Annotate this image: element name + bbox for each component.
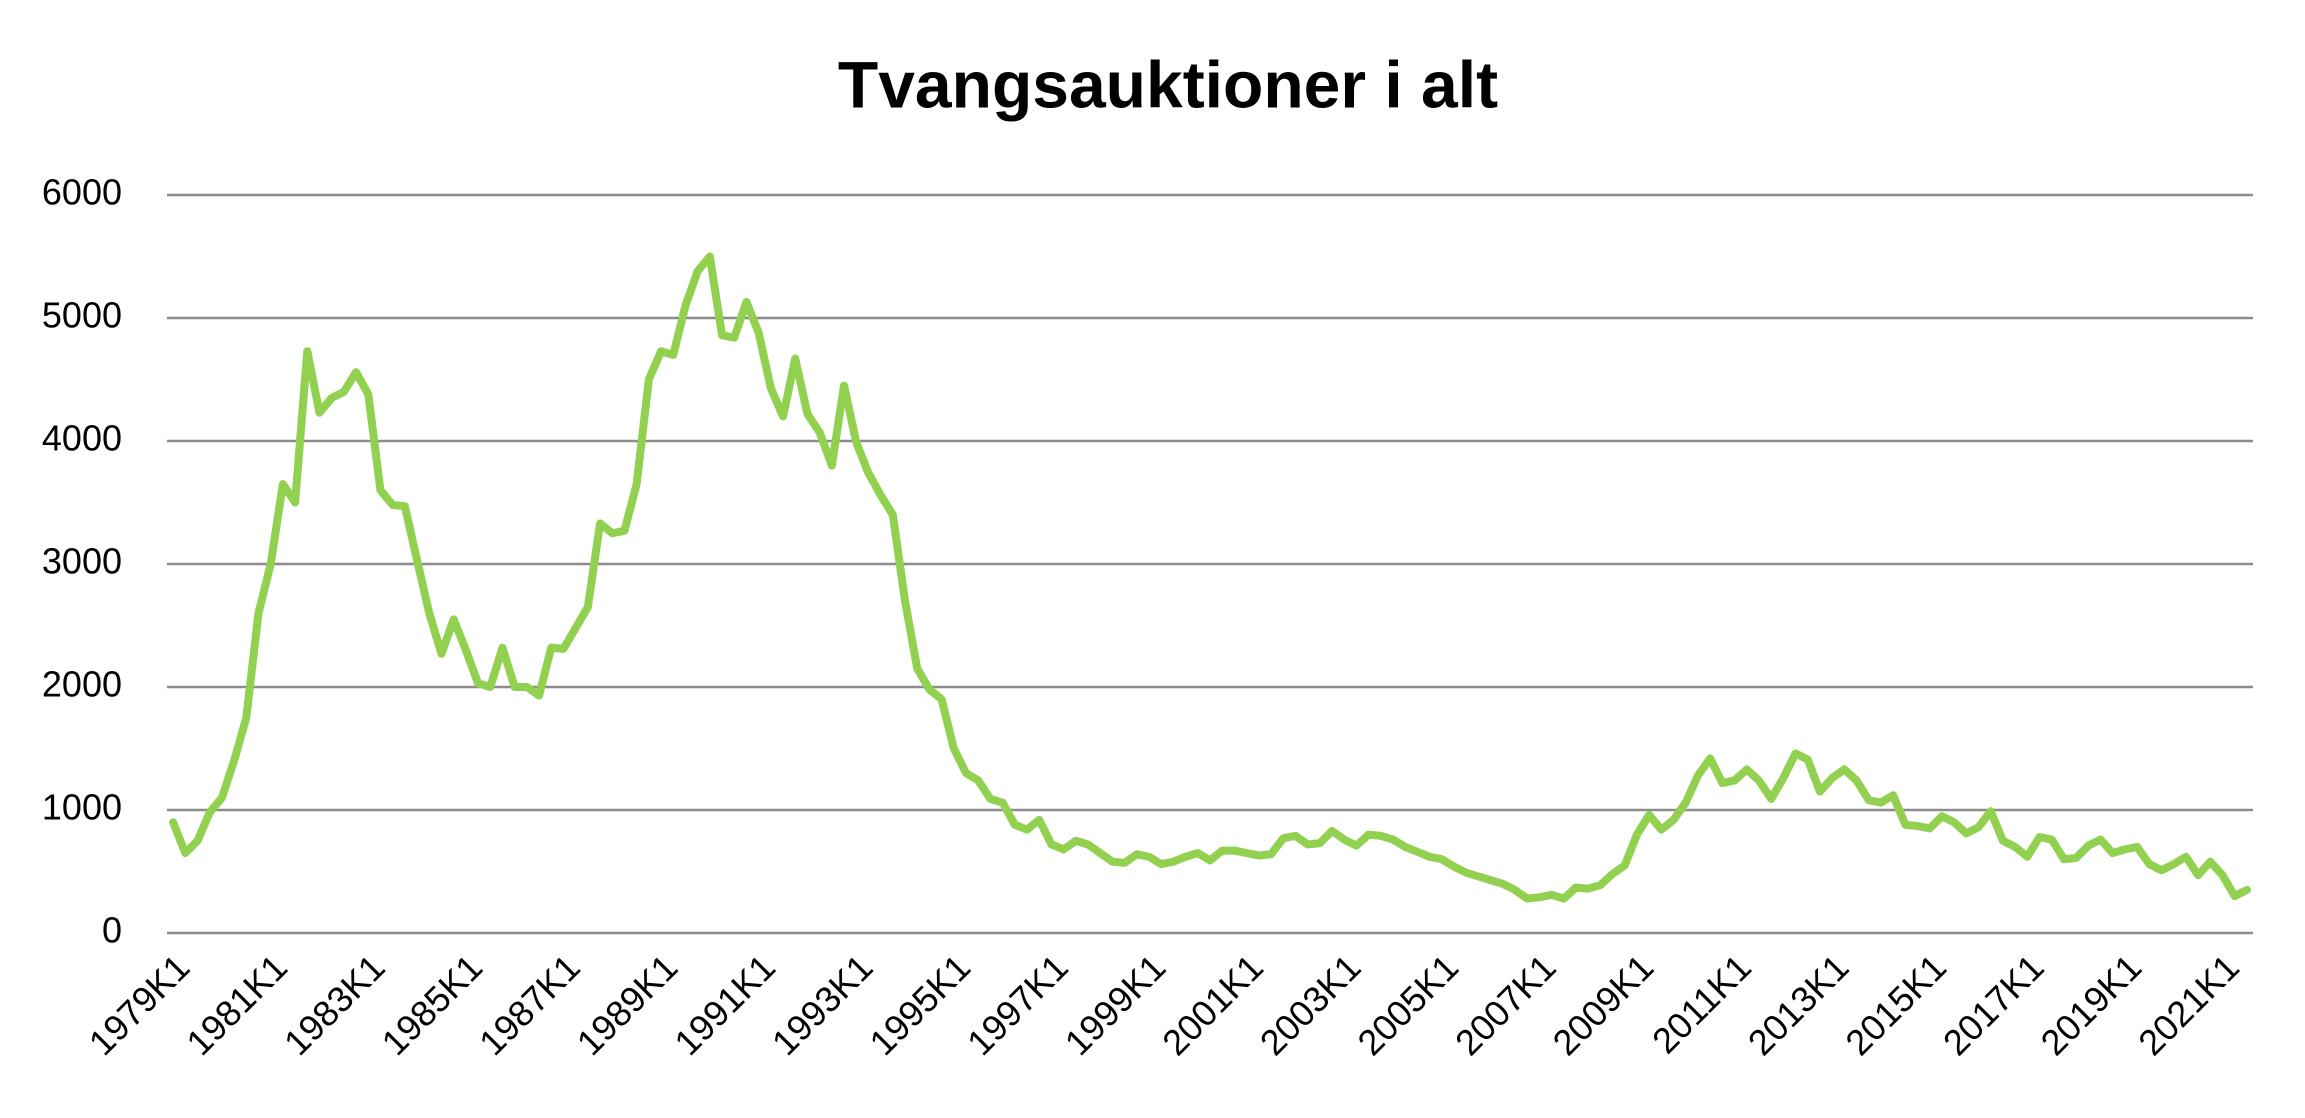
x-tick-label: 1983K1: [276, 946, 393, 1063]
x-tick-label: 1981K1: [178, 946, 295, 1063]
x-tick-label: 1993K1: [764, 946, 881, 1063]
x-tick-label: 2001K1: [1154, 946, 1271, 1063]
x-tick-label: 2011K1: [1644, 946, 1759, 1061]
y-tick-label: 0: [102, 910, 122, 951]
y-tick-label: 6000: [42, 172, 122, 213]
x-tick-label: 2007K1: [1447, 946, 1564, 1063]
x-tick-label: 1991K1: [666, 946, 783, 1063]
x-tick-label: 1979K1: [81, 946, 198, 1063]
y-tick-label: 5000: [42, 295, 122, 336]
x-tick-label: 2003K1: [1252, 946, 1369, 1063]
data-line: [169, 252, 2251, 903]
x-tick-label: 2009K1: [1545, 946, 1662, 1063]
x-tick-label: 2015K1: [1837, 946, 1954, 1063]
x-tick-label: 1995K1: [861, 946, 978, 1063]
y-tick-label: 4000: [42, 418, 122, 459]
x-tick-label: 2013K1: [1740, 946, 1857, 1063]
x-tick-label: 1989K1: [569, 946, 686, 1063]
x-tick-label: 1999K1: [1057, 946, 1174, 1063]
y-tick-label: 2000: [42, 664, 122, 705]
x-tick-label: 2017K1: [1935, 946, 2052, 1063]
x-tick-label: 2005K1: [1349, 946, 1466, 1063]
x-tick-label: 2021K1: [2130, 946, 2247, 1063]
x-tick-label: 2019K1: [2033, 946, 2150, 1063]
y-tick-label: 3000: [42, 541, 122, 582]
x-tick-label: 1985K1: [373, 946, 490, 1063]
chart-title: Tvangsauktioner i alt: [838, 47, 1498, 121]
x-tick-label: 1987K1: [471, 946, 588, 1063]
y-tick-label: 1000: [42, 787, 122, 828]
x-tick-label: 1997K1: [959, 946, 1076, 1063]
